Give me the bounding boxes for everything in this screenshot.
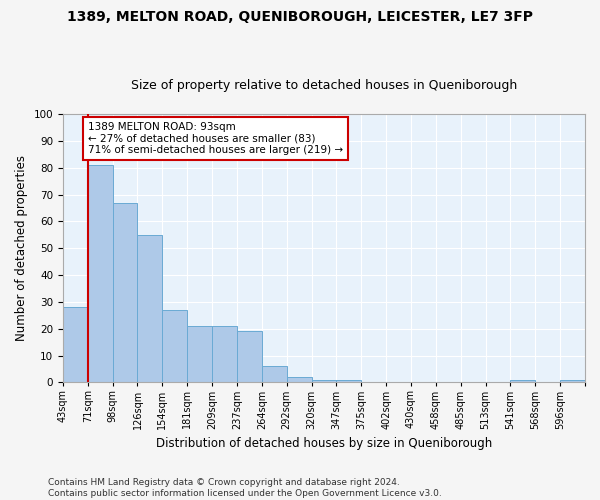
Bar: [63, 307, 88, 382]
Text: 1389, MELTON ROAD, QUENIBOROUGH, LEICESTER, LE7 3FP: 1389, MELTON ROAD, QUENIBOROUGH, LEICEST…: [67, 10, 533, 24]
Bar: [212, 326, 237, 382]
Text: Contains HM Land Registry data © Crown copyright and database right 2024.
Contai: Contains HM Land Registry data © Crown c…: [48, 478, 442, 498]
Bar: [163, 310, 187, 382]
X-axis label: Distribution of detached houses by size in Queniborough: Distribution of detached houses by size …: [156, 437, 492, 450]
Bar: [287, 377, 311, 382]
Y-axis label: Number of detached properties: Number of detached properties: [15, 155, 28, 341]
Title: Size of property relative to detached houses in Queniborough: Size of property relative to detached ho…: [131, 79, 517, 92]
Bar: [560, 380, 585, 382]
Bar: [262, 366, 287, 382]
Bar: [511, 380, 535, 382]
Bar: [237, 332, 262, 382]
Bar: [88, 165, 113, 382]
Bar: [187, 326, 212, 382]
Bar: [311, 380, 337, 382]
Bar: [337, 380, 361, 382]
Bar: [137, 235, 163, 382]
Bar: [113, 202, 137, 382]
Text: 1389 MELTON ROAD: 93sqm
← 27% of detached houses are smaller (83)
71% of semi-de: 1389 MELTON ROAD: 93sqm ← 27% of detache…: [88, 122, 343, 156]
